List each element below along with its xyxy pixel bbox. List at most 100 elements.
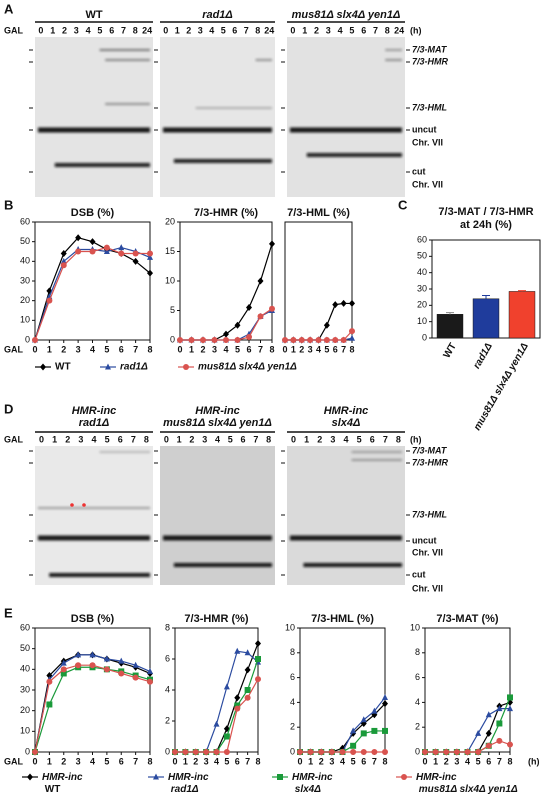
data-point [89,238,96,246]
data-point [89,248,96,255]
data-point [89,651,96,658]
data-point [246,304,252,312]
x-tick-label: 5 [476,756,481,766]
y-tick-label: 8 [290,647,295,657]
lane-label: 8 [133,25,138,35]
blot-image [287,446,405,585]
lane-label: 1 [50,25,55,35]
y-tick-label: 50 [20,236,30,246]
data-point [340,337,347,343]
strain-name: WT [85,9,102,21]
lane-label: 4 [338,25,343,35]
x-tick-label: 8 [382,756,387,766]
legend-line-1: HMR-inc [168,772,209,783]
data-point [234,647,241,654]
chart-title: at 24h (%) [460,219,512,231]
hour-unit: (h) [410,25,422,35]
legend-label: HMR-inc slx4Δ [292,772,333,795]
data-point [103,244,110,251]
x-tick-label: 3 [454,756,459,766]
x-tick-label: 4 [223,344,228,354]
series-line [175,650,259,753]
band-label: 7/3-HMR [412,56,449,66]
lane-label: 1 [52,434,57,444]
data-point [223,683,230,690]
data-point [255,640,261,647]
blot-band [173,159,272,163]
blot-band [290,535,402,541]
data-point [360,716,367,723]
asterisk [82,503,86,507]
x-tick-label: 5 [351,756,356,766]
blot-band [306,153,402,157]
lane-label: 8 [385,25,390,35]
lane-label: 7 [373,25,378,35]
lane-label: 6 [241,434,246,444]
legend-line-1: HMR-inc [416,772,457,783]
y-tick-label: 2 [415,722,420,732]
legend-marker [183,364,189,370]
legend-marker [40,363,46,371]
y-tick-label: 0 [415,746,420,756]
x-tick-label: 2 [299,344,304,354]
legend-label: WT [55,362,71,373]
blot-band [385,49,402,51]
data-point [234,702,241,709]
x-tick-label: 2 [444,756,449,766]
data-point [46,297,53,304]
data-point [211,337,218,343]
y-tick-label: 60 [417,234,427,244]
band-label: Chr. VII [412,547,443,557]
x-tick-label: 7 [133,344,138,354]
y-tick-label: 30 [20,684,30,694]
x-tick-label: 2 [200,344,205,354]
data-point [103,666,110,673]
data-point [60,670,67,677]
data-point [60,249,67,257]
legend-label: rad1Δ [120,362,148,373]
lane-label: 5 [105,434,110,444]
x-tick-label: 5 [104,344,109,354]
lane-label: 8 [266,434,271,444]
legend-marker [277,774,283,780]
data-point [188,337,195,343]
lane-label: 7 [121,25,126,35]
legend-marker [401,774,407,780]
blot-band [303,563,402,567]
data-point [282,337,288,343]
blot-band [351,459,402,461]
lane-label: 6 [370,434,375,444]
x-tick-label: 7 [258,344,263,354]
blot-band [163,535,272,541]
lane-label: 1 [177,434,182,444]
x-tick-label: 0 [422,756,427,766]
x-tick-label: 6 [361,756,366,766]
blot-band [105,103,150,105]
data-point [496,737,503,744]
data-point [290,337,297,343]
lane-label: 7 [383,434,388,444]
y-tick-label: 6 [290,672,295,682]
plot-frame [34,627,151,753]
x-tick-label: 1 [291,344,296,354]
x-tick-label: 0 [172,756,177,766]
data-point [75,248,82,255]
legend-line-2: WT [42,784,60,795]
lane-label: 6 [109,25,114,35]
data-point [496,705,503,712]
x-tick-label: 7 [341,344,346,354]
strain-name: HMR-inc [72,405,117,417]
legend-label: HMR-inc mus81Δ slx4Δ yen1Δ [416,772,518,795]
data-point [507,694,513,701]
data-point [192,749,199,755]
error-bar [446,312,454,315]
y-tick-label: 0 [25,746,30,756]
lane-label: 5 [349,25,354,35]
x-tick-label: 0 [177,344,182,354]
data-point [244,666,251,674]
blot-image [287,37,405,197]
data-point [496,720,503,727]
band-label: uncut [412,124,437,134]
x-tick-label: 8 [507,756,512,766]
series-line [300,697,386,753]
